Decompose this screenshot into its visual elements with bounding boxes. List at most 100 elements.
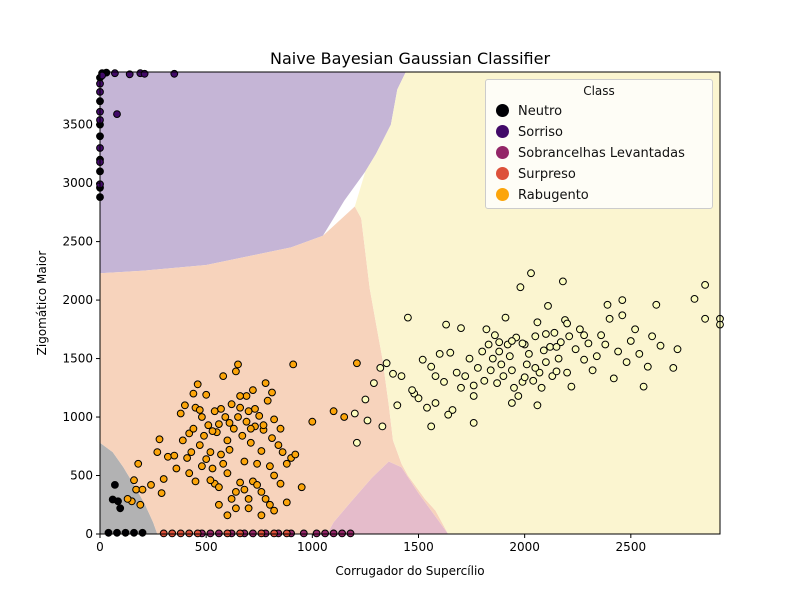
scatter-point — [219, 459, 228, 468]
scatter-point — [138, 528, 147, 537]
legend-label: Sorriso — [518, 125, 564, 140]
scatter-point — [244, 495, 253, 503]
scatter-point — [592, 352, 601, 361]
scatter-point — [217, 405, 225, 413]
scatter-point — [427, 362, 436, 371]
scatter-point — [299, 529, 308, 538]
scatter-point — [176, 409, 185, 418]
scatter-point — [176, 529, 185, 538]
scatter-point — [185, 429, 194, 438]
scatter-point — [350, 409, 359, 418]
legend-label: Neutro — [518, 104, 563, 119]
x-axis-label: Corrugador do Supercílio — [335, 564, 484, 578]
scatter-point — [474, 364, 482, 372]
scatter-point — [535, 368, 544, 377]
x-tick-label: 2000 — [509, 540, 540, 554]
legend-item-neutro: Neutro — [496, 104, 562, 122]
scatter-point — [170, 451, 179, 460]
scatter-point — [404, 313, 412, 322]
scatter-point — [510, 383, 518, 392]
scatter-point — [522, 360, 531, 369]
x-tick-label: 2500 — [616, 540, 647, 554]
scatter-point — [514, 392, 523, 400]
scatter-point — [123, 495, 132, 503]
scatter-point — [312, 529, 321, 538]
scatter-point — [531, 332, 540, 341]
scatter-point — [527, 269, 535, 278]
scatter-point — [236, 403, 245, 412]
x-tick-label: 1000 — [297, 540, 328, 554]
scatter-point — [238, 431, 247, 440]
scatter-point — [240, 457, 249, 466]
scatter-point — [147, 481, 155, 489]
scatter-point — [486, 366, 495, 375]
scatter-point — [567, 382, 576, 391]
scatter-point — [537, 383, 546, 392]
scatter-point — [208, 427, 217, 436]
legend-label: Sobrancelhas Levantadas — [518, 146, 685, 161]
scatter-point — [440, 378, 448, 386]
scatter-point — [435, 350, 444, 358]
legend-item-rabugento: Rabugento — [496, 188, 589, 206]
scatter-point — [329, 407, 338, 416]
scatter-point — [469, 381, 478, 390]
scatter-point — [257, 529, 266, 538]
scatter-point — [223, 511, 232, 520]
scatter-point — [652, 300, 661, 309]
legend-marker-icon — [496, 188, 509, 201]
scatter-point — [603, 300, 612, 309]
scatter-point — [253, 481, 262, 489]
scatter-point — [452, 368, 461, 377]
scatter-point — [257, 447, 266, 455]
scatter-point — [114, 497, 122, 506]
scatter-point — [289, 360, 298, 369]
scatter-point — [249, 529, 257, 538]
scatter-point — [614, 347, 622, 356]
decision-region-neutro — [100, 442, 158, 534]
scatter-point — [251, 405, 259, 413]
legend-marker-icon — [496, 104, 509, 117]
scatter-point — [185, 469, 194, 478]
scatter-point — [378, 422, 387, 431]
scatter-point — [236, 529, 245, 538]
scatter-point — [130, 528, 138, 537]
scatter-point — [414, 394, 423, 403]
scatter-point — [408, 386, 417, 395]
scatter-point — [183, 454, 192, 462]
scatter-point — [121, 528, 130, 537]
scatter-point — [204, 421, 213, 430]
scatter-point — [508, 399, 516, 407]
scatter-point — [457, 324, 465, 333]
scatter-point — [208, 464, 217, 473]
scatter-point — [278, 448, 287, 457]
scatter-point — [353, 359, 361, 368]
legend-item-sorriso: Sorriso — [496, 125, 563, 143]
y-tick-label: 2000 — [62, 293, 93, 307]
scatter-point — [125, 70, 134, 79]
scatter-point — [270, 471, 279, 480]
scatter-point — [469, 392, 478, 400]
scatter-point — [270, 529, 279, 538]
scatter-point — [493, 379, 502, 388]
scatter-point — [187, 448, 196, 457]
scatter-point — [491, 331, 499, 340]
scatter-point — [465, 354, 474, 363]
scatter-point — [361, 395, 370, 404]
scatter-point — [539, 346, 548, 355]
x-tick-label: 500 — [195, 540, 218, 554]
scatter-point — [563, 368, 571, 377]
scatter-point — [215, 420, 223, 429]
scatter-point — [261, 379, 270, 388]
scatter-points — [96, 68, 724, 538]
scatter-point — [170, 69, 179, 78]
scatter-point — [242, 392, 251, 400]
scatter-point — [461, 372, 470, 381]
scatter-point — [376, 364, 385, 372]
scatter-point — [268, 434, 276, 443]
scatter-point — [559, 277, 567, 286]
scatter-point — [223, 469, 232, 478]
scatter-point — [276, 424, 285, 433]
scatter-point — [282, 459, 291, 468]
scatter-point — [159, 475, 168, 483]
scatter-point — [605, 314, 614, 323]
